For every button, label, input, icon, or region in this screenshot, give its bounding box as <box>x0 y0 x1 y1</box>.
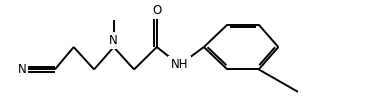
Text: N: N <box>18 63 27 76</box>
Text: O: O <box>152 4 162 17</box>
Text: N: N <box>109 34 118 47</box>
Text: NH: NH <box>171 58 188 71</box>
